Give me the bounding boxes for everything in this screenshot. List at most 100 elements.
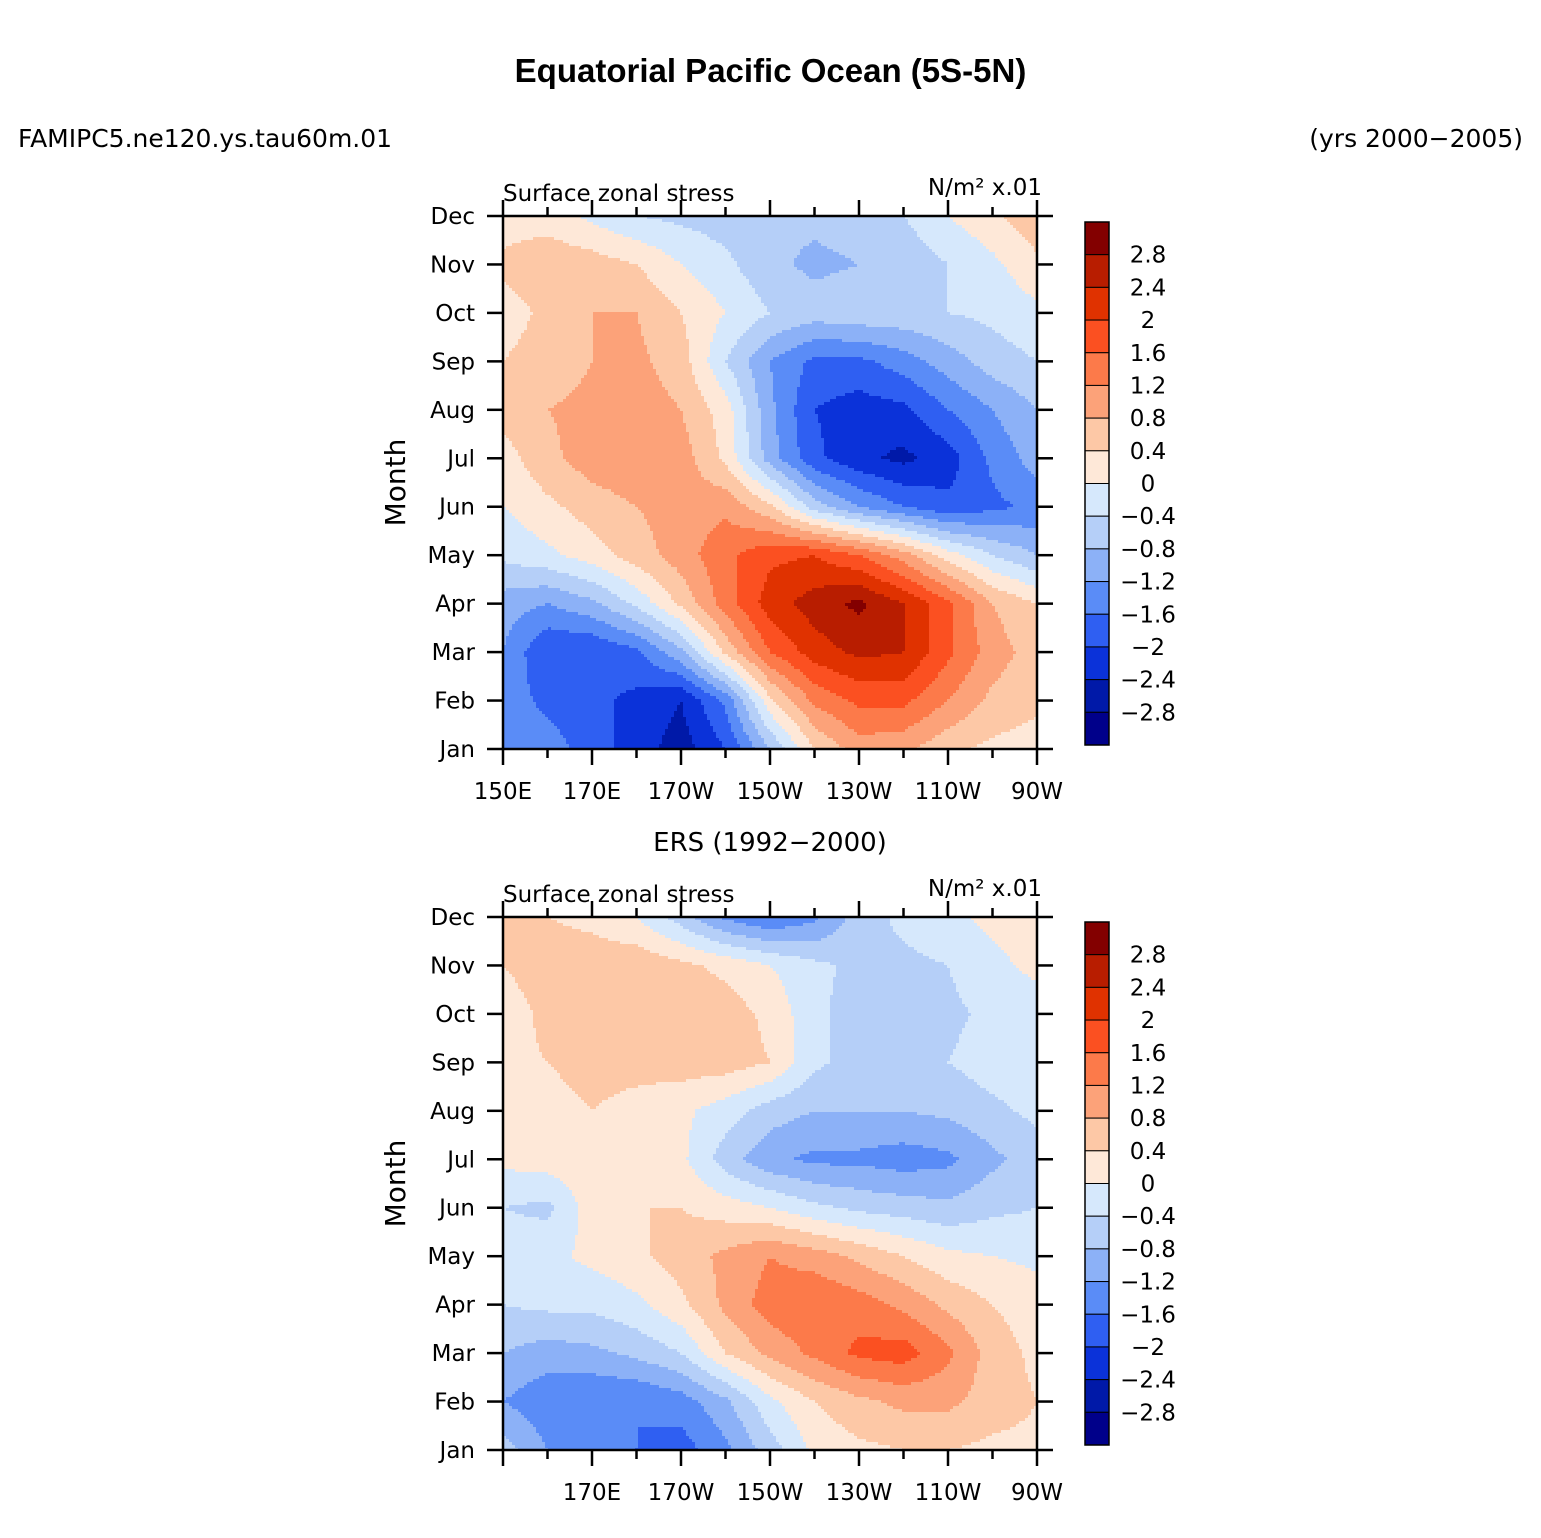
contour-cell (752, 741, 765, 745)
contour-cell (656, 372, 693, 376)
contour-cell (752, 1343, 798, 1347)
contour-cell (773, 1397, 810, 1401)
contour-cell (920, 1322, 963, 1326)
contour-cell (905, 1283, 960, 1287)
contour-cell (719, 1145, 756, 1149)
contour-cell (947, 1343, 978, 1347)
contour-cell (863, 489, 999, 493)
contour-cell (794, 1034, 831, 1038)
contour-cell (761, 1103, 1008, 1107)
contour-cell (596, 582, 630, 586)
colorbar-label: −1.2 (1120, 570, 1176, 596)
contour-cell (590, 1343, 666, 1347)
contour-cell (521, 459, 567, 463)
contour-cell (746, 639, 765, 643)
contour-cell (977, 1343, 1020, 1347)
contour-cell (749, 1337, 792, 1341)
contour-cell (731, 255, 798, 259)
contour-cell (710, 348, 732, 352)
contour-cell (746, 708, 759, 712)
contour-cell (503, 1010, 534, 1014)
contour-cell (503, 1385, 525, 1389)
contour-cell (788, 678, 810, 682)
contour-cell (551, 1211, 579, 1215)
contour-cell (503, 609, 531, 613)
contour-cell (869, 573, 900, 577)
contour-cell (845, 651, 903, 655)
contour-cell (923, 240, 981, 244)
contour-cell (665, 732, 690, 736)
contour-cell (779, 974, 837, 978)
contour-cell (731, 1319, 768, 1323)
contour-cell (800, 537, 843, 541)
contour-cell (770, 360, 807, 364)
contour-cell (926, 1196, 954, 1200)
contour-cell (929, 633, 954, 637)
contour-cell (911, 225, 963, 229)
contour-cell (818, 1403, 888, 1407)
contour-cell (773, 1127, 969, 1131)
contour-cell (641, 333, 687, 337)
contour-cell (791, 738, 810, 742)
contour-cell (674, 1277, 717, 1281)
contour-cell (764, 639, 792, 643)
contour-cell (758, 1385, 789, 1389)
contour-cell (659, 932, 696, 936)
contour-cell (770, 711, 786, 715)
contour-cell (608, 1349, 678, 1353)
contour-cell (695, 276, 747, 280)
contour-cell (716, 1100, 771, 1104)
contour-cell (740, 393, 759, 397)
contour-cell (773, 621, 810, 625)
contour-cell (821, 1406, 894, 1410)
contour-cell (854, 525, 891, 529)
contour-cell (782, 983, 834, 987)
contour-cell (503, 234, 624, 238)
contour-cell (752, 375, 774, 379)
contour-cell (503, 459, 522, 463)
contour-cell (689, 642, 705, 646)
contour-cell (503, 666, 528, 670)
contour-cell (788, 1412, 828, 1416)
contour-cell (860, 519, 900, 523)
contour-cell (503, 1211, 516, 1215)
contour-cell (542, 486, 603, 490)
contour-cell (503, 1406, 513, 1410)
contour-cell (731, 729, 744, 733)
contour-cell (902, 1310, 948, 1314)
contour-cell (752, 1301, 885, 1305)
contour-cell (530, 693, 621, 697)
contour-cell (725, 1073, 783, 1077)
contour-cell (812, 1073, 966, 1077)
contour-cell (716, 621, 735, 625)
contour-cell (947, 441, 978, 445)
contour-cell (800, 510, 819, 514)
contour-cell (641, 510, 756, 514)
contour-cell (662, 384, 699, 388)
contour-cell (953, 606, 975, 610)
colorbar-box (1084, 1052, 1110, 1086)
contour-cell (722, 1307, 756, 1311)
contour-cell (614, 720, 672, 724)
contour-cell (848, 552, 882, 556)
contour-cell (827, 636, 906, 640)
colorbar-box (1084, 352, 1110, 386)
contour-cell (695, 1340, 720, 1344)
contour-cell (731, 944, 909, 948)
contour-cell (998, 612, 1038, 616)
contour-cell (503, 1103, 588, 1107)
contour-cell (608, 570, 645, 574)
contour-cell (599, 935, 666, 939)
contour-cell (836, 477, 885, 481)
contour-cell (707, 537, 801, 541)
contour-cell (995, 330, 1038, 334)
contour-cell (719, 321, 756, 325)
contour-cell (647, 657, 675, 661)
contour-cell (731, 956, 801, 960)
contour-cell (503, 636, 507, 640)
contour-cell (950, 1361, 978, 1365)
contour-cell (503, 1364, 660, 1368)
contour-cell (956, 414, 996, 418)
contour-cell (863, 555, 891, 559)
contour-cell (968, 1127, 1038, 1131)
